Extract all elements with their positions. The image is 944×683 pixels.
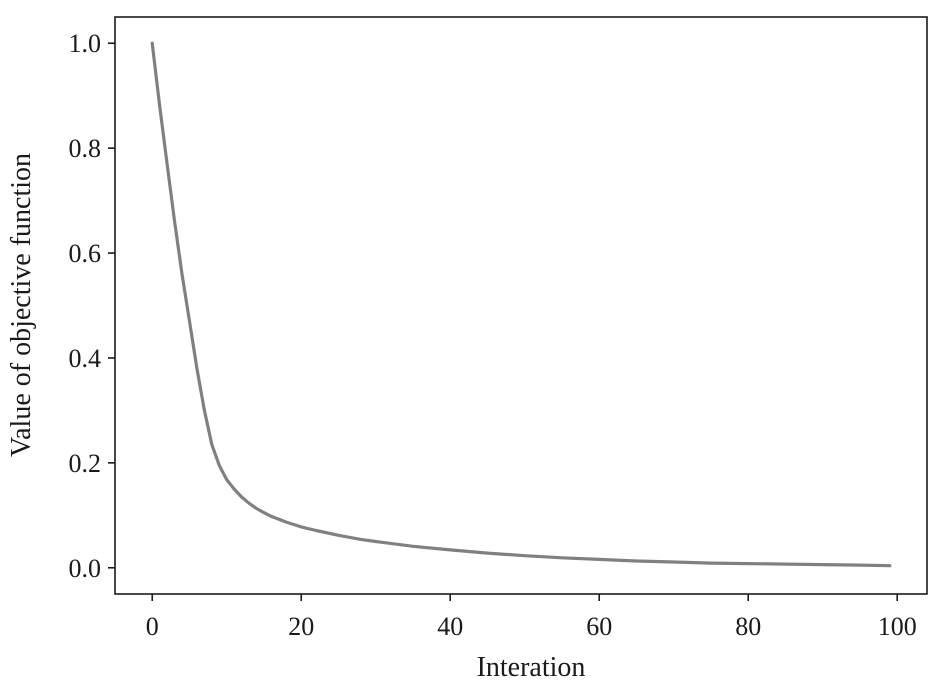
y-tick-label: 0.2 xyxy=(69,449,102,478)
x-tick-label: 60 xyxy=(586,612,612,641)
y-axis: 0.0 0.2 0.4 0.6 0.8 1.0 xyxy=(69,29,115,583)
x-axis-label: Interation xyxy=(477,652,586,683)
x-tick-label: 0 xyxy=(146,612,159,641)
x-axis: 0 20 40 60 80 100 xyxy=(146,594,917,641)
plot-frame xyxy=(114,16,928,595)
x-tick-label: 80 xyxy=(735,612,761,641)
series-layer xyxy=(150,41,892,568)
x-tick-label: 20 xyxy=(288,612,314,641)
y-tick-label: 0.0 xyxy=(69,554,102,583)
x-tick-label: 100 xyxy=(878,612,917,641)
x-tick-label: 40 xyxy=(437,612,463,641)
y-axis-label: Value of objective function xyxy=(6,153,37,457)
y-tick-label: 1.0 xyxy=(69,29,102,58)
series-line-1 xyxy=(150,41,892,568)
y-tick-label: 0.6 xyxy=(69,239,102,268)
y-tick-label: 0.4 xyxy=(69,344,102,373)
y-tick-label: 0.8 xyxy=(69,134,102,163)
